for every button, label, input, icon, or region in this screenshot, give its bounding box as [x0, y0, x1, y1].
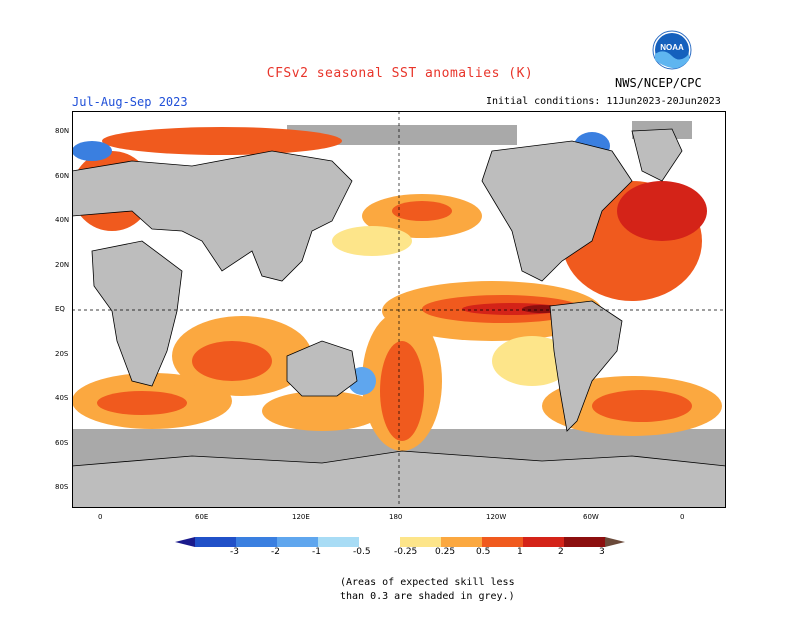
lat-label: 60S [55, 438, 69, 447]
colorbar-segment [318, 537, 360, 547]
sst-anomaly-map [72, 111, 726, 508]
colorbar-segment [195, 537, 237, 547]
colorbar-tick-label: -0.25 [394, 547, 418, 557]
north-america [481, 140, 633, 282]
lon-label: 120E [292, 513, 310, 521]
colorbar-segment [236, 537, 278, 547]
lat-label: 20S [55, 349, 69, 358]
lat-label: 40S [55, 394, 69, 402]
eurasia [72, 150, 353, 282]
lon-label: 120W [486, 513, 507, 521]
colorbar-segment [482, 537, 524, 547]
africa [91, 240, 183, 387]
lon-label: 0 [98, 513, 103, 521]
south-america [549, 300, 623, 432]
chart-title: CFSv2 seasonal SST anomalies (K) [266, 66, 534, 81]
lon-label: 60E [195, 513, 209, 521]
colorbar-segment [564, 537, 606, 547]
colorbar-segment [441, 537, 483, 547]
colorbar-tick-label: -1 [312, 547, 321, 557]
colorbar-tick-label: 1 [517, 547, 523, 557]
agency-label: NWS/NCEP/CPC [615, 76, 702, 90]
colorbar-segment [359, 537, 401, 547]
map-frame [72, 111, 726, 508]
colorbar-tick-label: -2 [271, 547, 280, 557]
lat-label: 20N [55, 260, 70, 269]
colorbar-tick-label: 3 [599, 547, 605, 557]
colorbar [175, 537, 625, 547]
colorbar-segment [523, 537, 565, 547]
colorbar-segment [400, 537, 442, 547]
lat-label: 80S [55, 483, 69, 491]
colorbar-tick-label: 0.5 [476, 547, 491, 557]
colorbar-tick-label: -3 [230, 547, 239, 557]
lon-label: 60W [583, 513, 599, 521]
initial-conditions-label: Initial conditions: 11Jun2023-20Jun2023 [486, 96, 721, 107]
noaa-logo: NOAA [652, 30, 692, 70]
colorbar-tick-label: 2 [558, 547, 564, 557]
lon-label: 0 [680, 513, 685, 521]
skill-note-line1: (Areas of expected skill less [340, 577, 515, 588]
greenland [631, 128, 683, 182]
colorbar-tick-label: 0.25 [435, 547, 456, 557]
lon-label: 180 [389, 513, 403, 521]
season-label: Jul-Aug-Sep 2023 [72, 95, 188, 109]
lat-label: 60N [55, 171, 70, 180]
lat-label: EQ [55, 305, 65, 313]
lat-label: 80N [55, 127, 70, 135]
colorbar-arrow-high [605, 537, 625, 547]
australia [286, 340, 358, 397]
logo-text: NOAA [660, 43, 684, 52]
lat-label: 40N [55, 216, 70, 224]
colorbar-arrow-low [175, 537, 195, 547]
skill-note: (Areas of expected skill less than 0.3 a… [340, 576, 515, 604]
colorbar-tick-label: -0.5 [353, 547, 371, 557]
colorbar-segment [277, 537, 319, 547]
skill-note-line2: than 0.3 are shaded in grey.) [340, 591, 515, 602]
